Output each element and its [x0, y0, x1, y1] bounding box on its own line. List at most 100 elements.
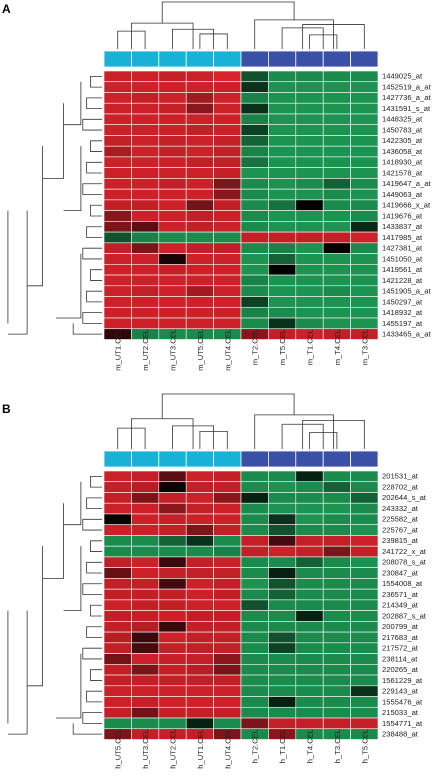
heatmap-cell	[350, 535, 379, 547]
heatmap-cell	[322, 642, 351, 654]
heatmap-cell	[185, 492, 214, 504]
group-bar-treated	[322, 50, 352, 68]
heatmap-cell	[268, 113, 297, 125]
heatmap-cell	[103, 253, 132, 265]
heatmap-cell	[295, 599, 324, 611]
heatmap-cell	[185, 92, 214, 104]
heatmap-cell	[268, 481, 297, 493]
heatmap-cell	[158, 81, 187, 93]
heatmap-cell	[295, 199, 324, 211]
heatmap-cell	[131, 285, 160, 297]
heatmap-cell	[268, 470, 297, 483]
row-label: 1451050_at	[382, 254, 423, 263]
heatmap-cell	[322, 188, 351, 201]
heatmap-cell	[350, 92, 379, 104]
heatmap-cell	[322, 717, 351, 730]
heatmap-cell	[158, 102, 187, 115]
heatmap-cell	[131, 502, 160, 515]
heatmap-cell	[131, 706, 160, 719]
group-bar-untreated	[103, 450, 132, 468]
heatmap-cell	[185, 306, 214, 319]
heatmap-cell	[131, 231, 160, 244]
heatmap-cell	[158, 317, 187, 330]
row-label: 202644_s_at	[382, 493, 427, 502]
heatmap-cell	[185, 210, 214, 222]
heatmap-cell	[131, 178, 160, 190]
heatmap-cell	[131, 610, 160, 622]
heatmap-cell	[131, 167, 160, 179]
heatmap-cell	[350, 285, 379, 297]
heatmap-cell	[131, 306, 160, 319]
heatmap-cell	[295, 124, 324, 136]
heatmap-cell	[240, 253, 269, 265]
heatmap-cell	[295, 113, 324, 125]
heatmap-cell	[322, 145, 351, 158]
row-label: 238114_at	[382, 654, 418, 663]
heatmap-cell	[240, 567, 269, 579]
heatmap-cell	[213, 210, 242, 222]
column-label: h_UT1.CEL	[196, 729, 205, 769]
heatmap-cell	[322, 481, 351, 493]
heatmap-cell	[322, 274, 351, 287]
heatmap-cell	[322, 706, 351, 719]
heatmap-cell	[240, 685, 269, 697]
heatmap-cell	[268, 253, 297, 265]
column-label: h_T2.CEL	[251, 729, 260, 763]
heatmap-cell	[295, 145, 324, 158]
heatmap-cell	[213, 274, 242, 287]
heatmap-cell	[268, 621, 297, 633]
heatmap-cell	[131, 199, 160, 211]
heatmap-cell	[240, 556, 269, 568]
heatmap-cell	[103, 588, 132, 601]
row-label: 1452519_a_at	[382, 82, 431, 91]
heatmap-cell	[268, 70, 297, 83]
heatmap-cell	[103, 578, 132, 590]
heatmap-cell	[268, 567, 297, 579]
heatmap-cell	[295, 178, 324, 190]
heatmap-cell	[350, 328, 379, 340]
row-label: 228702_at	[382, 482, 419, 491]
heatmap-cell	[213, 113, 242, 125]
heatmap-cell	[158, 599, 187, 611]
heatmap-cell	[240, 610, 269, 622]
heatmap-cell	[350, 706, 379, 719]
row-label: 1554771_at	[382, 719, 423, 728]
heatmap-cell	[322, 653, 351, 665]
heatmap-cell	[295, 610, 324, 622]
heatmap-cell	[350, 696, 379, 708]
heatmap-cell	[322, 178, 351, 190]
row-label: 217572_at	[382, 644, 419, 653]
heatmap-cell	[103, 674, 132, 687]
column-label: h_T5.CEL	[360, 729, 369, 763]
heatmap-cell	[158, 502, 187, 515]
heatmap-cell	[240, 317, 269, 330]
heatmap-cell	[131, 296, 160, 308]
heatmap-cell	[295, 102, 324, 115]
heatmap-cell	[268, 167, 297, 179]
heatmap-cell	[295, 274, 324, 287]
heatmap-cell	[322, 513, 351, 526]
heatmap-cell	[103, 599, 132, 611]
heatmap-cell	[131, 642, 160, 654]
heatmap-cell	[350, 231, 379, 244]
heatmap-cell	[213, 178, 242, 190]
heatmap-cell	[131, 492, 160, 504]
row-label: 208078_s_at	[382, 558, 427, 567]
column-dendrogram	[117, 393, 365, 449]
heatmap-cell	[350, 545, 379, 558]
heatmap-cell	[322, 167, 351, 179]
heatmap-cell	[295, 642, 324, 654]
heatmap-cell	[322, 70, 351, 83]
heatmap-cell	[131, 210, 160, 222]
heatmap-cell	[350, 653, 379, 665]
row-label: 1555476_at	[382, 697, 423, 706]
heatmap-cell	[185, 145, 214, 158]
heatmap-cell	[240, 210, 269, 222]
column-label: h_T4.CEL	[306, 729, 315, 763]
heatmap-cell	[185, 696, 214, 708]
heatmap-cell	[185, 70, 214, 83]
heatmap-cell	[240, 588, 269, 601]
group-bar-untreated	[103, 50, 132, 68]
